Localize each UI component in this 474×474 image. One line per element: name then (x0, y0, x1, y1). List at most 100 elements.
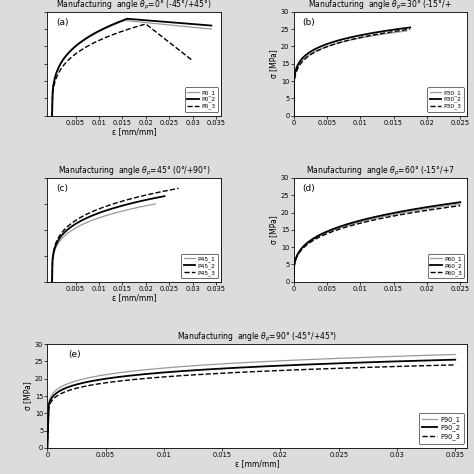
X-axis label: ε [mm/mm]: ε [mm/mm] (112, 293, 156, 302)
P30_3 (291, 82, 297, 88)
P45_3 (50, 256, 55, 262)
P0_2 (144, 18, 150, 23)
P30_3 (407, 27, 413, 32)
P90_1 (287, 357, 293, 363)
Line: P30_3: P30_3 (293, 29, 410, 116)
Line: P90_3: P90_3 (47, 365, 455, 448)
P45_1 (50, 260, 55, 266)
P30_1 (386, 30, 392, 36)
P45_3 (176, 185, 182, 191)
P30_3 (360, 34, 366, 40)
P60_3 (431, 207, 437, 212)
Line: P30_2: P30_2 (293, 27, 410, 116)
P45_1 (136, 204, 142, 210)
P45_2 (50, 258, 55, 264)
P90_2 (46, 402, 52, 408)
P60_2 (431, 203, 437, 209)
P60_2 (389, 210, 395, 216)
P30_2 (396, 26, 402, 32)
Title: Manufacturing  angle $\theta_p$=90° (-45°/+45°): Manufacturing angle $\theta_p$=90° (-45°… (177, 331, 337, 344)
P90_1 (388, 354, 394, 359)
P30_1 (393, 29, 399, 35)
P90_2 (287, 362, 293, 368)
P90_1 (294, 357, 300, 363)
P30_1 (358, 35, 364, 41)
P90_1 (46, 399, 52, 405)
P45_2 (162, 193, 167, 199)
P30_2 (362, 31, 368, 37)
Line: P0_2: P0_2 (52, 19, 211, 116)
P0_2 (147, 18, 153, 24)
P30_2 (291, 113, 296, 118)
Text: (d): (d) (302, 184, 315, 193)
Title: Manufacturing  angle $\theta_p$=0° (-45°/+45°): Manufacturing angle $\theta_p$=0° (-45°/… (56, 0, 212, 12)
P90_3 (46, 404, 52, 410)
P60_1 (393, 211, 399, 217)
P60_1 (390, 212, 396, 218)
P45_2 (151, 195, 157, 201)
P60_3 (393, 213, 399, 219)
P30_2 (360, 32, 365, 37)
P60_3 (389, 213, 395, 219)
P45_2 (116, 204, 121, 210)
P45_1 (152, 201, 158, 207)
P45_1 (49, 279, 55, 285)
P30_1 (291, 80, 297, 86)
P60_1 (442, 203, 447, 209)
Line: P60_1: P60_1 (293, 204, 460, 282)
P90_2 (388, 359, 394, 365)
P30_3 (291, 113, 296, 118)
P45_1 (143, 203, 148, 209)
P90_2 (294, 362, 300, 368)
Y-axis label: σ [MPa]: σ [MPa] (269, 49, 278, 78)
P60_2 (442, 201, 447, 207)
P90_1 (414, 353, 420, 358)
P0_3 (135, 23, 141, 29)
P60_2 (291, 264, 297, 269)
Title: Manufacturing  angle $\theta_p$=45° (0°/+90°): Manufacturing angle $\theta_p$=45° (0°/+… (58, 165, 210, 178)
P0_1 (144, 20, 150, 26)
P90_3 (414, 363, 420, 369)
P30_2 (360, 32, 366, 37)
Title: Manufacturing  angle $\theta_p$=30° (-15°/+: Manufacturing angle $\theta_p$=30° (-15°… (309, 0, 452, 12)
P45_3 (49, 279, 55, 285)
Line: P45_1: P45_1 (52, 204, 155, 282)
P45_2 (49, 279, 55, 285)
P60_1 (291, 279, 296, 285)
P60_3 (442, 205, 447, 210)
P0_3 (132, 24, 138, 30)
Line: P90_1: P90_1 (47, 355, 455, 448)
P0_3 (190, 58, 195, 64)
P90_3 (452, 362, 458, 368)
P60_1 (457, 201, 463, 207)
Legend: P0_1, P0_2, P0_3: P0_1, P0_2, P0_3 (185, 87, 218, 112)
P90_1 (45, 445, 50, 451)
P60_3 (291, 264, 297, 270)
P30_1 (291, 113, 296, 118)
P60_2 (291, 279, 296, 285)
P60_3 (390, 213, 396, 219)
P0_1 (122, 18, 128, 23)
P60_1 (431, 205, 437, 210)
Title: Manufacturing  angle $\theta_p$=60° (-15°/+7: Manufacturing angle $\theta_p$=60° (-15°… (306, 165, 455, 178)
P45_2 (118, 203, 124, 209)
P90_3 (294, 367, 300, 373)
P90_2 (45, 445, 50, 451)
P30_3 (389, 29, 395, 35)
P45_3 (124, 197, 130, 203)
P0_1 (49, 113, 55, 118)
P30_2 (407, 25, 413, 30)
Y-axis label: σ [MPa]: σ [MPa] (269, 216, 278, 244)
P0_2 (194, 21, 200, 27)
P45_1 (110, 210, 116, 216)
P0_2 (184, 21, 190, 27)
P0_1 (145, 20, 150, 26)
P0_3 (177, 48, 183, 54)
P0_2 (209, 23, 214, 28)
P45_1 (110, 210, 116, 216)
P60_3 (457, 203, 463, 209)
P0_3 (133, 24, 138, 30)
P0_3 (168, 41, 174, 46)
Text: (a): (a) (56, 18, 69, 27)
P90_3 (388, 364, 394, 369)
